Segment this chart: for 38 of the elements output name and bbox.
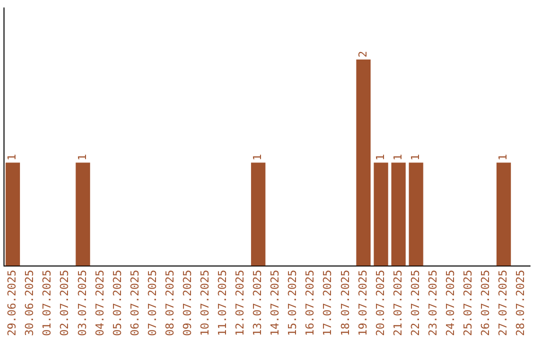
x-tick-label: 18.07.2025 xyxy=(338,270,352,336)
x-tick-label: 29.06.2025 xyxy=(6,270,19,336)
x-tick-label: 30.06.2025 xyxy=(23,270,36,336)
x-tick-label: 05.07.2025 xyxy=(110,270,124,336)
x-tick-label: 23.07.2025 xyxy=(426,270,440,336)
x-tick-label: 13.07.2025 xyxy=(251,270,264,336)
x-tick-label: 08.07.2025 xyxy=(163,270,176,336)
x-tick-label: 02.07.2025 xyxy=(58,270,72,336)
data-label: 1 xyxy=(391,154,404,161)
x-tick-label: 24.07.2025 xyxy=(444,270,457,336)
x-tick-label: 12.07.2025 xyxy=(234,270,247,336)
x-tick-label: 11.07.2025 xyxy=(216,270,230,336)
data-label: 1 xyxy=(76,154,89,161)
x-tick-label: 09.07.2025 xyxy=(180,270,194,336)
data-label: 1 xyxy=(408,154,422,161)
x-tick-label: 03.07.2025 xyxy=(76,270,89,336)
x-tick-label: 17.07.2025 xyxy=(321,270,334,336)
x-tick-label: 28.07.2025 xyxy=(514,270,528,336)
x-tick-label: 19.07.2025 xyxy=(356,270,370,336)
x-tick-label: 06.07.2025 xyxy=(128,270,142,336)
x-tick-label: 20.07.2025 xyxy=(374,270,387,336)
data-label: 2 xyxy=(356,50,370,58)
x-tick-label: 04.07.2025 xyxy=(93,270,106,336)
x-tick-label: 25.07.2025 xyxy=(461,270,474,336)
data-label: 1 xyxy=(251,154,264,161)
x-tick-label: 21.07.2025 xyxy=(391,270,404,336)
data-label: 1 xyxy=(6,154,19,161)
x-tick-label: 01.07.2025 xyxy=(40,270,54,336)
x-tick-label: 16.07.2025 xyxy=(304,270,317,336)
x-tick-label: 22.07.2025 xyxy=(408,270,422,336)
x-tick-label: 07.07.2025 xyxy=(146,270,159,336)
x-tick-label: 27.07.2025 xyxy=(496,270,510,336)
data-label: 1 xyxy=(496,154,510,161)
x-tick-label: 14.07.2025 xyxy=(268,270,282,336)
data-label: 1 xyxy=(374,154,387,161)
x-tick-label: 26.07.2025 xyxy=(479,270,492,336)
x-tick-label: 10.07.2025 xyxy=(198,270,212,336)
x-tick-label: 15.07.2025 xyxy=(286,270,300,336)
